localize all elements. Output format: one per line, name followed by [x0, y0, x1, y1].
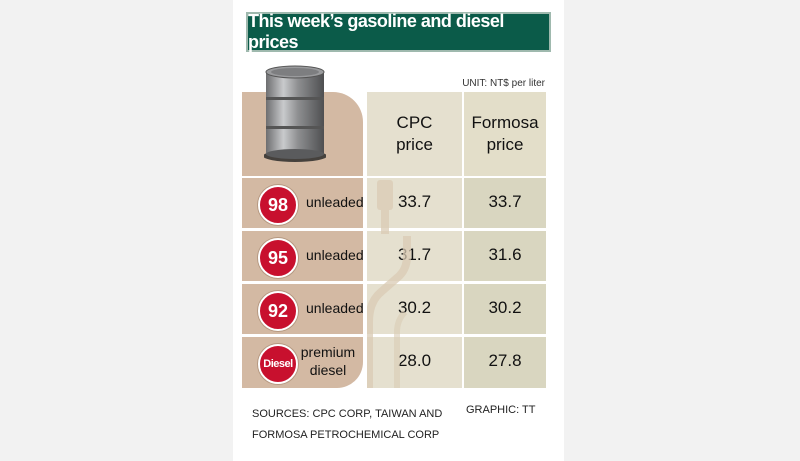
- diesel-badge: Diesel: [258, 344, 298, 384]
- price-table: CPC price Formosa price 98 unleaded 33.7…: [242, 65, 546, 388]
- formosa-value: 33.7: [488, 192, 522, 211]
- header-formosa: Formosa price: [464, 92, 546, 176]
- unit-label: UNIT: NT$ per liter: [462, 78, 545, 89]
- formosa-price-header: Formosa price: [471, 113, 539, 154]
- row-label-cell: 95 unleaded: [242, 231, 364, 281]
- row-label-cell: 92 unleaded: [242, 284, 364, 334]
- octane-badge: 92: [258, 291, 298, 331]
- chart-title: This week’s gasoline and diesel prices: [246, 11, 551, 52]
- cpc-cell: 30.2: [367, 284, 462, 334]
- cpc-value: 33.7: [397, 192, 432, 211]
- formosa-value: 27.8: [488, 351, 522, 370]
- sources-line-1: SOURCES: CPC CORP, TAIWAN AND: [252, 408, 443, 420]
- fuel-name: unleaded: [306, 247, 364, 263]
- formosa-cell: 30.2: [464, 284, 546, 334]
- fuel-name: premium diesel: [300, 344, 356, 378]
- octane-badge: 98: [258, 185, 298, 225]
- cpc-value: 30.2: [397, 298, 432, 317]
- formosa-value: 31.6: [488, 245, 522, 264]
- table-row-98: 98 unleaded 33.7 33.7: [242, 178, 546, 228]
- header-formosa-label: Formosa price: [464, 112, 546, 156]
- table-row-95: 95 unleaded 31.7 31.6: [242, 231, 546, 281]
- row-label-cell: 98 unleaded: [242, 178, 364, 228]
- row-label-cell: Diesel premium diesel: [242, 337, 363, 388]
- formosa-value: 30.2: [488, 298, 522, 317]
- formosa-cell: 31.6: [464, 231, 546, 281]
- cpc-value: 31.7: [397, 245, 432, 264]
- cpc-value: 28.0: [397, 351, 432, 370]
- table-row-92: 92 unleaded 30.2 30.2: [242, 284, 546, 334]
- cpc-price-header: CPC price: [396, 113, 433, 154]
- graphic-credit: GRAPHIC: TT: [466, 404, 536, 416]
- sources-note: SOURCES: CPC CORP, TAIWAN AND FORMOSA PE…: [252, 404, 442, 446]
- fuel-name: unleaded: [306, 194, 364, 210]
- sources-line-2: FORMOSA PETROCHEMICAL CORP: [252, 429, 440, 441]
- infographic-card: This week’s gasoline and diesel prices U…: [233, 0, 564, 461]
- fuel-name: unleaded: [306, 300, 364, 316]
- table-row-diesel: Diesel premium diesel 28.0 27.8: [242, 337, 546, 388]
- octane-badge: 95: [258, 238, 298, 278]
- cpc-cell: 28.0: [367, 337, 462, 388]
- cpc-cell: 31.7: [367, 231, 462, 281]
- formosa-cell: 33.7: [464, 178, 546, 228]
- formosa-cell: 27.8: [464, 337, 546, 388]
- cpc-cell: 33.7: [367, 178, 462, 228]
- header-cpc-label: CPC price: [367, 112, 462, 156]
- oil-barrel-icon: [264, 65, 326, 162]
- header-cpc: CPC price: [367, 92, 462, 176]
